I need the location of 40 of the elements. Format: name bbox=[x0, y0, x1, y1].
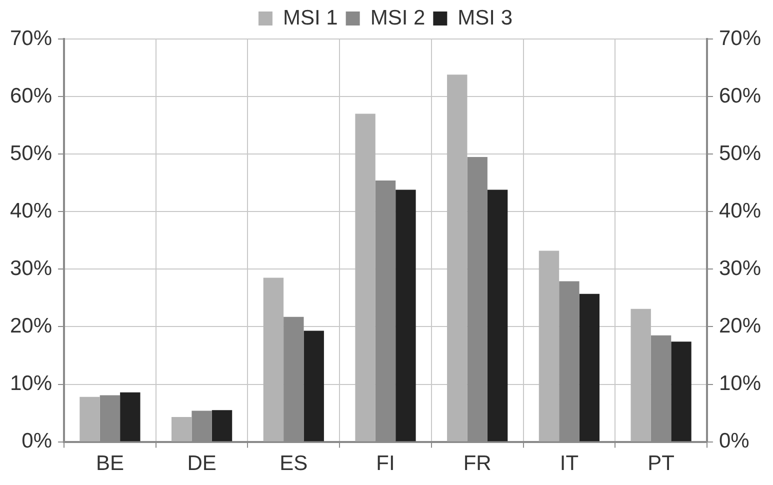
bar bbox=[447, 74, 468, 442]
legend-label: MSI 3 bbox=[458, 6, 513, 30]
bar bbox=[263, 278, 284, 442]
y-tick-label: 50% bbox=[10, 142, 52, 165]
y2-tick-label: 0% bbox=[718, 430, 750, 453]
y2-tick-label: 60% bbox=[718, 84, 761, 108]
x-tick-label: FI bbox=[376, 452, 395, 476]
bar bbox=[212, 410, 232, 442]
y-tick-label: 0% bbox=[22, 430, 52, 453]
bar bbox=[630, 308, 651, 442]
bar bbox=[396, 190, 416, 442]
x-tick-label: ES bbox=[280, 452, 308, 476]
bar bbox=[120, 392, 140, 442]
x-tick-label: PT bbox=[648, 452, 675, 476]
legend-label: MSI 1 bbox=[282, 6, 338, 30]
bar bbox=[304, 330, 324, 442]
x-tick-label: DE bbox=[187, 452, 216, 476]
y-tick-label: 30% bbox=[10, 256, 52, 280]
bar bbox=[80, 396, 100, 442]
y2-tick-label: 30% bbox=[718, 256, 761, 280]
bar bbox=[538, 250, 560, 442]
y2-tick-label: 20% bbox=[718, 314, 761, 338]
legend-label: MSI 2 bbox=[370, 6, 426, 30]
y2-tick-label: 40% bbox=[718, 199, 761, 222]
bar bbox=[671, 342, 692, 442]
x-tick-label: IT bbox=[560, 452, 579, 476]
bar bbox=[579, 294, 600, 442]
y-tick-label: 20% bbox=[10, 314, 52, 338]
y2-tick-label: 70% bbox=[718, 26, 761, 50]
y2-tick-label: 10% bbox=[718, 372, 761, 396]
y-tick-label: 10% bbox=[10, 372, 52, 396]
y-tick-label: 60% bbox=[10, 84, 52, 108]
y-tick-label: 40% bbox=[10, 199, 52, 222]
y2-tick-label: 50% bbox=[718, 142, 761, 165]
bar bbox=[487, 190, 508, 442]
y-tick-label: 70% bbox=[10, 26, 52, 50]
x-tick-label: FR bbox=[463, 452, 492, 476]
x-tick-label: BE bbox=[96, 452, 124, 476]
bar bbox=[171, 417, 192, 442]
bar bbox=[355, 114, 376, 442]
